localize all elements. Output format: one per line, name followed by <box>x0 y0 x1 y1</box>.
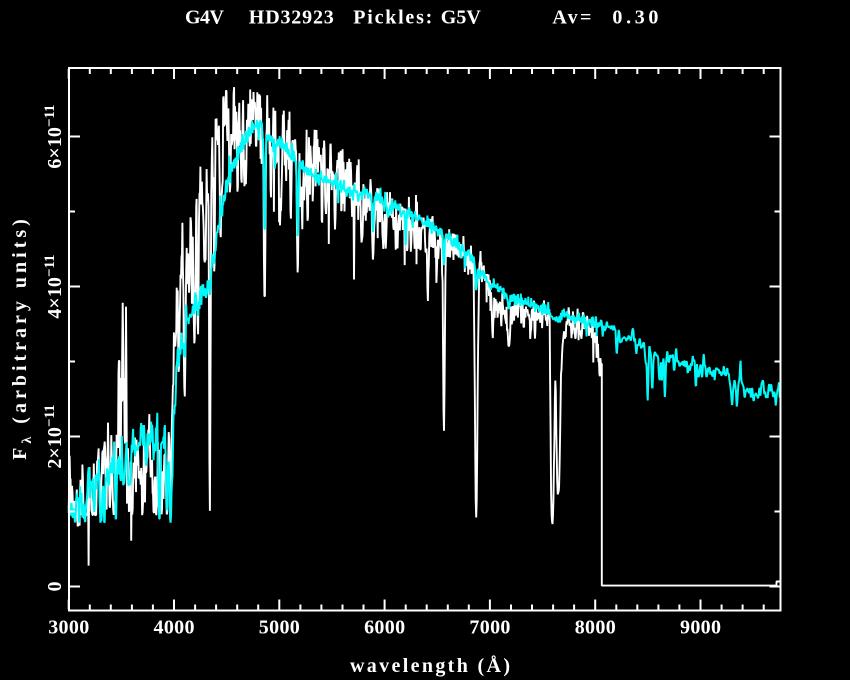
svg-text:wavelength (Å): wavelength (Å) <box>350 654 510 677</box>
svg-text:4000: 4000 <box>154 617 195 639</box>
svg-text:6000: 6000 <box>364 617 405 639</box>
svg-text:0: 0 <box>44 582 66 592</box>
svg-text:0.30: 0.30 <box>612 7 658 29</box>
svg-text:Fλ (arbitrary units): Fλ (arbitrary units) <box>9 215 35 460</box>
svg-text:8000: 8000 <box>575 617 616 639</box>
svg-text:7000: 7000 <box>469 617 510 639</box>
svg-text:9000: 9000 <box>680 617 721 639</box>
svg-text:2×10−11: 2×10−11 <box>42 404 66 468</box>
svg-text:Pickles:: Pickles: <box>353 7 432 29</box>
svg-text:G4V: G4V <box>185 7 225 29</box>
svg-text:3000: 3000 <box>48 617 89 639</box>
svg-text:5000: 5000 <box>259 617 300 639</box>
svg-text:Av=: Av= <box>552 7 591 29</box>
svg-text:HD32923: HD32923 <box>249 7 334 29</box>
svg-text:G5V: G5V <box>441 7 482 29</box>
